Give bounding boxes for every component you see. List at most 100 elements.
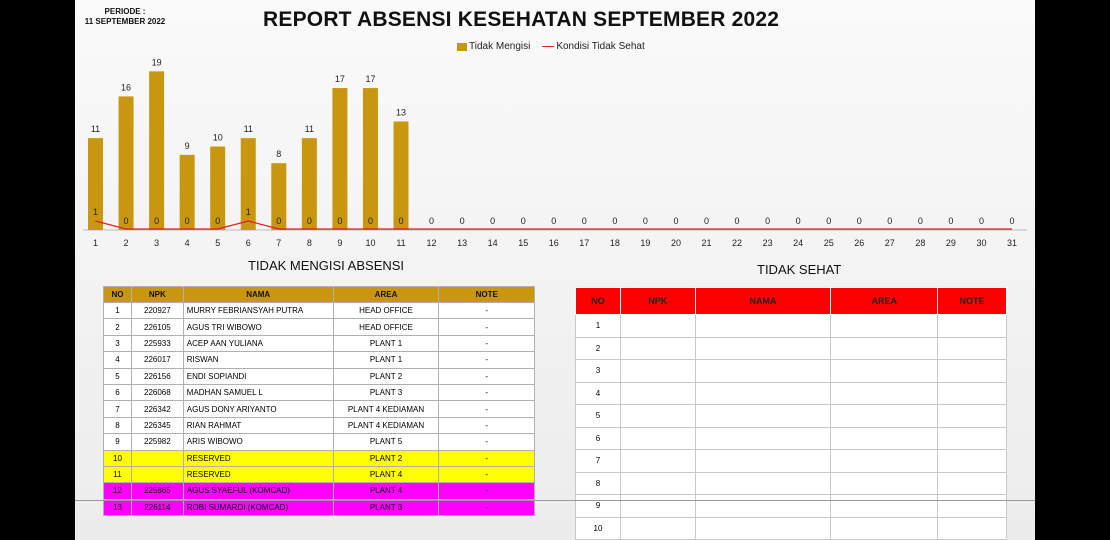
cell-empty bbox=[694, 336, 832, 360]
cell-empty bbox=[937, 359, 1007, 383]
cell-empty bbox=[694, 381, 832, 405]
cell-empty bbox=[830, 381, 939, 405]
bar-value-label: 11 bbox=[91, 124, 100, 134]
cell-no: 13 bbox=[103, 498, 132, 517]
cell-empty bbox=[694, 314, 832, 338]
line-value-label: 0 bbox=[307, 216, 312, 226]
cell-empty bbox=[830, 336, 939, 360]
line-value-label: 0 bbox=[918, 216, 923, 226]
line-value-label: 0 bbox=[551, 216, 556, 226]
cell-no: 1 bbox=[575, 314, 621, 338]
line-value-label: 0 bbox=[765, 216, 770, 226]
bar bbox=[271, 163, 287, 230]
col-header-area: AREA bbox=[830, 287, 939, 315]
cell-empty bbox=[830, 449, 939, 473]
line-value-label: 0 bbox=[826, 216, 831, 226]
cell-empty bbox=[694, 359, 832, 383]
table-row: 6 226068 MADHAN SAMUEL L PLANT 3- bbox=[103, 383, 535, 402]
table-row: 5 bbox=[575, 404, 1007, 428]
cell-npk: 226114 bbox=[130, 498, 184, 517]
cell-nama: AGUS DONY ARIYANTO bbox=[182, 400, 334, 418]
cell-empty bbox=[830, 426, 939, 450]
cell-no: 11 bbox=[103, 465, 132, 484]
cell-empty bbox=[830, 404, 939, 428]
x-tick-label: 1 bbox=[93, 238, 98, 248]
cell-empty bbox=[619, 314, 696, 338]
chart-legend: Tidak Mengisi Kondisi Tidak Sehat bbox=[457, 41, 645, 52]
cell-nama: ACEP AAN YULIANA bbox=[182, 334, 334, 353]
cell-empty bbox=[937, 494, 1007, 518]
bar-value-label: 13 bbox=[396, 107, 406, 117]
cell-no: 9 bbox=[575, 494, 621, 518]
x-tick-label: 24 bbox=[793, 238, 803, 248]
table-row: 3 bbox=[575, 359, 1007, 383]
cell-nama: RESERVED bbox=[182, 465, 334, 484]
cell-empty bbox=[937, 314, 1007, 338]
bar-value-label: 17 bbox=[335, 74, 345, 84]
table-row: 8 226345 RIAN RAHMAT PLANT 4 KEDIAMAN - bbox=[103, 416, 535, 435]
col-header-no: NO bbox=[103, 286, 132, 303]
x-tick-label: 26 bbox=[854, 238, 864, 248]
table-row: 11 RESERVED PLANT 4- bbox=[103, 465, 535, 484]
table-row: 1 220927 MURRY FEBRIANSYAH PUTRA HEAD OFFIC… bbox=[103, 301, 535, 320]
x-tick-label: 7 bbox=[276, 238, 281, 248]
legend-bar-swatch bbox=[457, 42, 467, 51]
cell-npk: 225865 bbox=[130, 482, 184, 500]
cell-nama: MADHAN SAMUEL L bbox=[182, 383, 334, 402]
bar bbox=[240, 138, 256, 230]
x-tick-label: 4 bbox=[185, 238, 190, 248]
tidak-sehat-title: TIDAK SEHAT bbox=[757, 262, 842, 277]
col-header-nama: NAMA bbox=[694, 287, 832, 315]
cell-npk: 225982 bbox=[130, 433, 184, 451]
line-value-label: 0 bbox=[643, 216, 648, 226]
cell-note: - bbox=[438, 334, 535, 353]
cell-npk: 226105 bbox=[130, 318, 184, 336]
cell-note: - bbox=[438, 416, 535, 435]
legend-item-bar: Tidak Mengisi bbox=[457, 41, 530, 52]
bar-value-label: 9 bbox=[185, 141, 190, 151]
x-tick-label: 20 bbox=[671, 238, 681, 248]
cell-note: - bbox=[438, 400, 535, 418]
cell-note: - bbox=[438, 498, 535, 517]
x-tick-label: 3 bbox=[154, 238, 159, 248]
line-value-label: 0 bbox=[857, 216, 862, 226]
x-tick-label: 14 bbox=[488, 238, 498, 248]
cell-no: 7 bbox=[103, 400, 132, 418]
cell-npk: 226342 bbox=[130, 400, 184, 418]
cell-no: 2 bbox=[575, 336, 621, 360]
cell-nama: ROBI SUMARDI (KOMCAD) bbox=[182, 498, 334, 517]
line-value-label: 0 bbox=[154, 216, 159, 226]
table-row: 2 226105 AGUS TRI WIBOWO HEAD OFFICE - bbox=[103, 318, 535, 336]
line-value-label: 0 bbox=[398, 216, 403, 226]
line-value-label: 0 bbox=[276, 216, 281, 226]
cell-empty bbox=[694, 404, 832, 428]
cell-no: 4 bbox=[103, 351, 132, 369]
cell-nama: RIAN RAHMAT bbox=[182, 416, 334, 435]
bar-value-label: 11 bbox=[305, 124, 314, 134]
cell-empty bbox=[830, 314, 939, 338]
cell-note: - bbox=[438, 433, 535, 451]
cell-empty bbox=[830, 516, 939, 540]
cell-note: - bbox=[438, 351, 535, 369]
x-tick-label: 16 bbox=[549, 238, 559, 248]
line-value-label: 0 bbox=[185, 216, 190, 226]
bar bbox=[393, 121, 409, 230]
line-value-label: 1 bbox=[246, 207, 251, 217]
cell-no: 8 bbox=[575, 471, 621, 495]
x-tick-label: 17 bbox=[579, 238, 589, 248]
periode-date: 11 SEPTEMBER 2022 bbox=[84, 17, 166, 26]
x-tick-label: 15 bbox=[518, 238, 528, 248]
line-value-label: 0 bbox=[490, 216, 495, 226]
line-value-label: 0 bbox=[735, 216, 740, 226]
cell-empty bbox=[619, 404, 696, 428]
cell-nama: AGUS SYAEFUL (KOMCAD) bbox=[182, 482, 334, 500]
report-slide: PERIODE : 11 SEPTEMBER 2022 REPORT ABSEN… bbox=[75, 0, 1035, 540]
table-row: 4 bbox=[575, 381, 1007, 405]
bar-value-label: 11 bbox=[244, 124, 253, 134]
line-value-label: 0 bbox=[1009, 216, 1014, 226]
line-value-label: 0 bbox=[948, 216, 953, 226]
cell-no: 5 bbox=[575, 404, 621, 428]
cell-empty bbox=[937, 449, 1007, 473]
x-tick-label: 21 bbox=[701, 238, 711, 248]
cell-nama: MURRY FEBRIANSYAH PUTRA bbox=[182, 301, 334, 320]
